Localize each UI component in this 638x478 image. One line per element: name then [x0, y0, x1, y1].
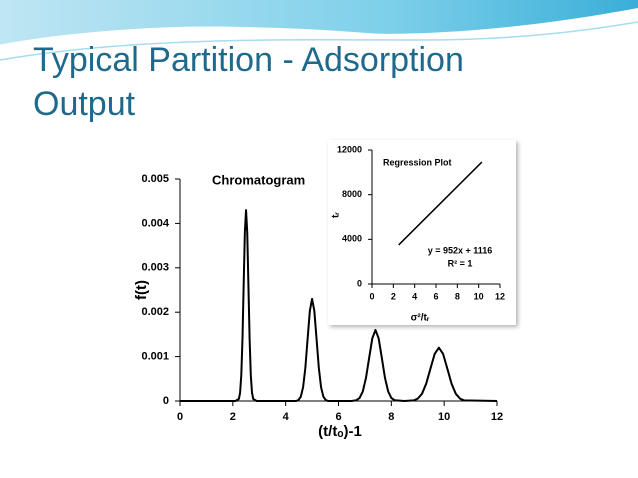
x-tick-label: 6: [433, 291, 438, 301]
y-tick-label: 0: [357, 278, 362, 288]
x-tick-label: 10: [438, 411, 450, 423]
chart-title: Chromatogram: [212, 172, 305, 187]
annotation: R² = 1: [448, 258, 473, 268]
header-stroke: [0, 8, 638, 48]
chromatogram: 0 2 4 6 8 10 12 0 0.001 0.002 0.003 0.004 0.005 Chrom…: [133, 172, 503, 440]
inset-frame: [328, 140, 516, 325]
chart-title: Regression Plot: [383, 157, 452, 167]
x-tick-label: 2: [230, 411, 236, 423]
x-tick-label: 8: [455, 291, 460, 301]
data-line: [398, 161, 483, 246]
x-tick-label: 12: [491, 411, 503, 423]
y-tick-label: 0.002: [141, 306, 169, 318]
y-tick-label: 0.005: [141, 173, 169, 185]
y-axis-label: tᵣ: [331, 212, 342, 218]
x-tick-label: 4: [412, 291, 417, 301]
header-wave: [0, 0, 638, 46]
x-tick-label: 0: [177, 411, 183, 423]
x-axis-label: (t/tₒ)-1: [318, 423, 362, 440]
x-tick-label: 2: [391, 291, 396, 301]
data-line: [180, 209, 498, 402]
y-tick-label: 0.001: [141, 351, 169, 363]
x-tick-label: 4: [283, 411, 290, 423]
x-tick-label: 12: [495, 291, 505, 301]
y-tick-label: 12000: [337, 144, 362, 154]
y-tick-label: 8000: [342, 189, 362, 199]
x-tick-label: 10: [474, 291, 484, 301]
x-tick-label: 6: [335, 411, 341, 423]
y-tick-label: 0.003: [141, 262, 169, 274]
regression-plot: 0 2 4 6 8 10 12 0 4000 8000 12000 Regression Plot σ²…: [331, 144, 505, 323]
annotation: y = 952x + 1116: [428, 245, 493, 255]
y-tick-label: 0: [163, 395, 169, 407]
x-axis-label: σ²/tᵣ: [411, 313, 430, 324]
y-tick-label: 0.004: [141, 217, 169, 229]
x-tick-label: 8: [388, 411, 394, 423]
header-stroke: [0, 21, 638, 61]
y-axis-label: f(t): [133, 280, 150, 300]
y-tick-label: 4000: [342, 234, 362, 244]
slide-title: Typical Partition - Adsorption Output: [33, 41, 464, 123]
x-tick-label: 0: [369, 291, 374, 301]
